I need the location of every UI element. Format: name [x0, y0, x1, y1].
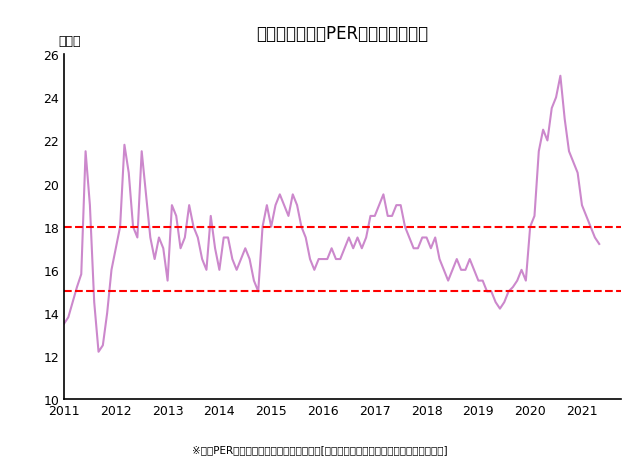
Text: （倍）: （倍）: [58, 35, 81, 48]
Title: 日経平均の予想PERの推移（月足）: 日経平均の予想PERの推移（月足）: [257, 24, 428, 42]
Text: ※予想PERはブルームバーグコンセンサス[出所：ブルームバーグ、アイザワ証券作成]: ※予想PERはブルームバーグコンセンサス[出所：ブルームバーグ、アイザワ証券作成…: [192, 444, 448, 454]
